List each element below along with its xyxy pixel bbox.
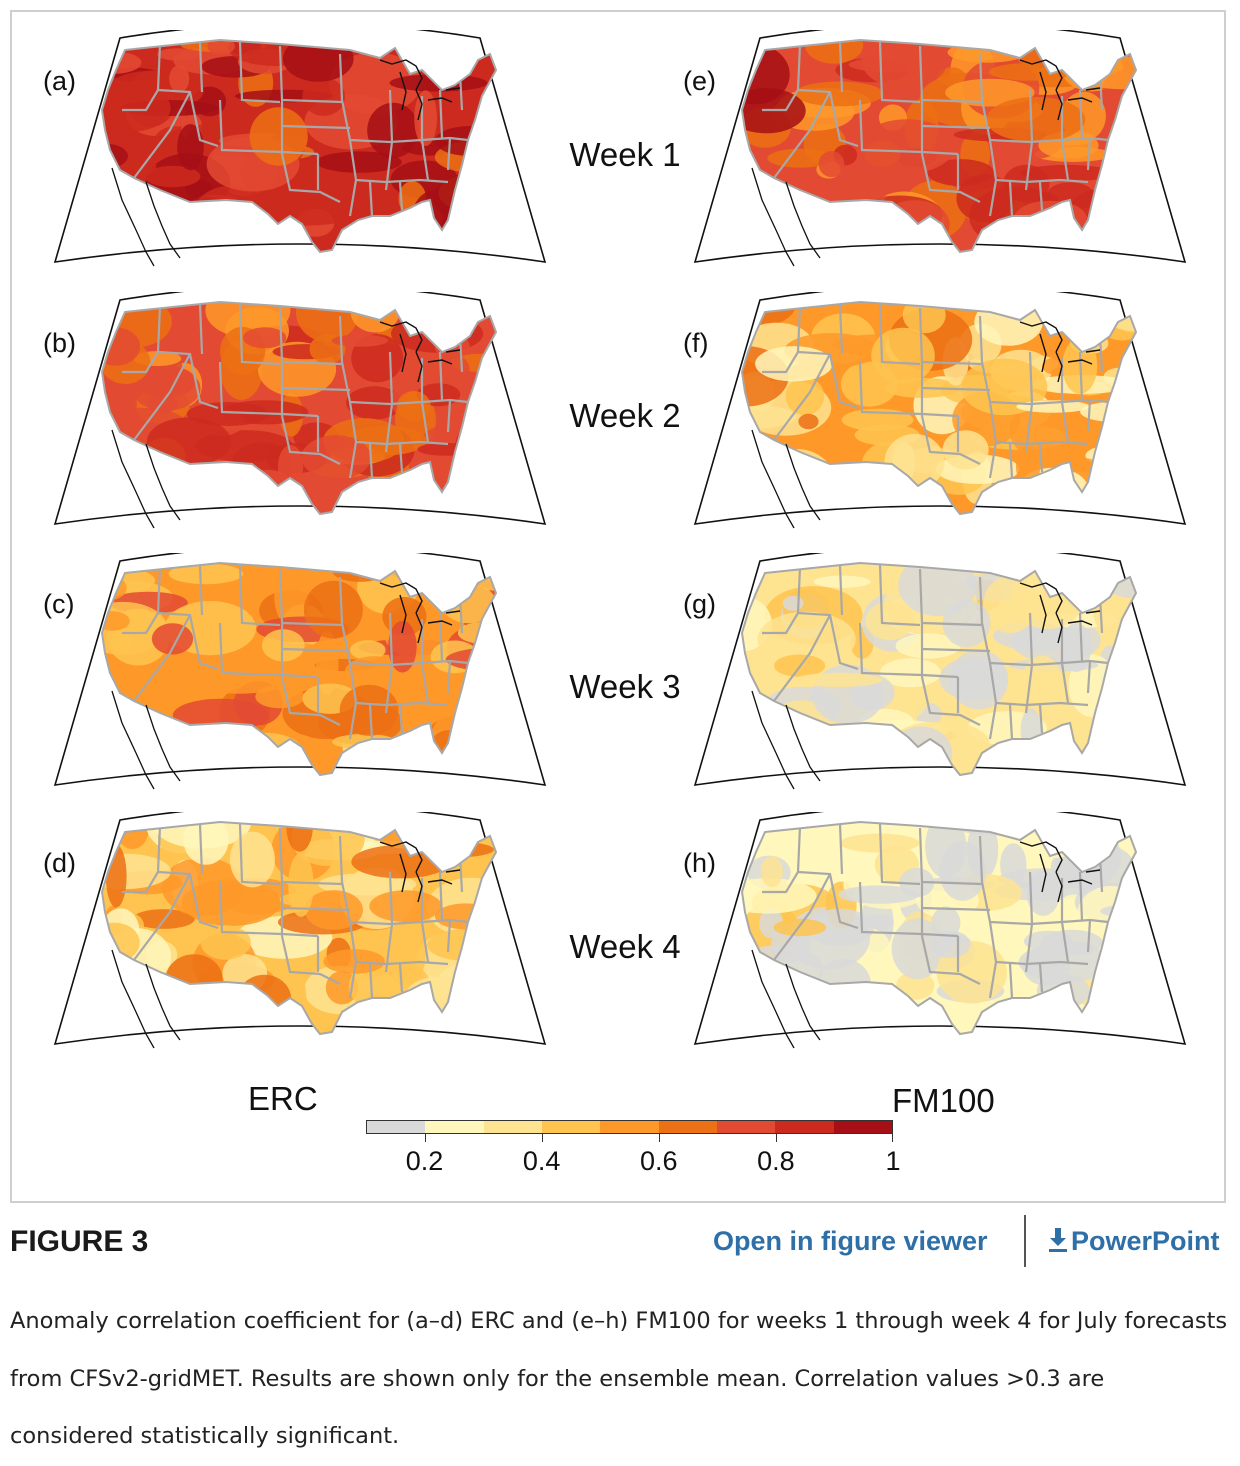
panel-label: (e) — [683, 66, 716, 96]
mexico-coastline — [111, 429, 181, 529]
erc-column-label: ERC — [248, 1080, 318, 1117]
state-boundaries — [762, 303, 1109, 479]
map-panel-c: (c) — [43, 553, 550, 793]
colorbar-tick-label: 1 — [885, 1146, 901, 1176]
map-panel-g: (g) — [683, 553, 1190, 793]
week-2-label: Week 2 — [569, 397, 681, 434]
us-outline — [100, 38, 498, 254]
state-boundaries — [762, 564, 1109, 740]
mexico-coastline — [751, 690, 821, 790]
us-outline — [100, 820, 498, 1036]
colorbar — [366, 1120, 893, 1134]
colorbar-segment — [658, 1121, 717, 1133]
colorbar-tick — [892, 1134, 893, 1142]
map-svg — [53, 553, 547, 790]
map-svg — [693, 292, 1187, 529]
colorbar-segment — [600, 1121, 659, 1133]
colorbar-tick-label: 0.8 — [757, 1146, 795, 1176]
us-outline — [100, 561, 498, 777]
panel-label: (h) — [683, 848, 716, 878]
map-panel-d: (d) — [43, 812, 550, 1052]
colorbar-segment — [775, 1121, 834, 1133]
panel-label: (a) — [43, 66, 76, 96]
colorbar-tick-labels: 0.2 0.4 0.6 0.8 1 — [366, 1146, 901, 1180]
colorbar-segment — [716, 1121, 776, 1133]
panel-label: (f) — [683, 328, 709, 358]
great-lakes-outline — [1019, 841, 1101, 903]
great-lakes-outline — [1019, 321, 1101, 383]
open-figure-viewer-link[interactable]: Open in figure viewer — [713, 1226, 988, 1256]
great-lakes-outline — [1019, 59, 1101, 121]
panel-label: (b) — [43, 328, 76, 358]
figure-title: FIGURE 3 — [10, 1225, 149, 1258]
colorbar-ticks — [366, 1134, 893, 1144]
colorbar-segment — [425, 1121, 484, 1133]
state-boundaries — [762, 41, 1109, 217]
colorbar-tick — [775, 1134, 777, 1142]
map-panel-b: (b) — [43, 292, 550, 532]
mexico-coastline — [751, 167, 821, 267]
state-boundaries — [122, 41, 469, 217]
mexico-coastline — [751, 949, 821, 1049]
state-boundaries — [122, 303, 469, 479]
map-svg — [693, 812, 1187, 1049]
colorbar-tick — [424, 1134, 426, 1142]
great-lakes-outline — [379, 321, 461, 383]
colorbar-tick — [541, 1134, 543, 1142]
panel-label: (c) — [43, 589, 75, 619]
us-outline — [740, 38, 1138, 254]
us-outline — [100, 300, 498, 516]
state-boundaries — [762, 823, 1109, 999]
fm100-column-label: FM100 — [892, 1082, 995, 1119]
powerpoint-link-label: PowerPoint — [1071, 1226, 1220, 1256]
map-panel-a: (a) — [43, 30, 550, 270]
mexico-coastline — [111, 949, 181, 1049]
map-panel-f: (f) — [683, 292, 1190, 532]
colorbar-tick-label: 0.6 — [639, 1146, 678, 1176]
week-3-label: Week 3 — [569, 668, 681, 705]
mexico-coastline — [111, 167, 181, 267]
us-outline — [740, 820, 1138, 1036]
week-1-label: Week 1 — [569, 136, 681, 173]
download-icon — [1049, 1228, 1067, 1252]
map-svg — [53, 292, 547, 529]
us-outline — [740, 561, 1138, 777]
colorbar-tick — [658, 1134, 660, 1142]
figure-caption: Anomaly correlation coefficient for (a–d… — [10, 1308, 1228, 1449]
state-boundaries — [122, 823, 469, 999]
map-panel-e: (e) — [683, 30, 1190, 270]
panel-label: (g) — [683, 589, 716, 619]
map-svg — [53, 812, 547, 1049]
colorbar-segment — [541, 1121, 601, 1133]
great-lakes-outline — [379, 59, 461, 121]
state-boundaries — [122, 564, 469, 740]
map-svg — [693, 30, 1187, 267]
map-svg — [53, 30, 547, 267]
great-lakes-outline — [379, 582, 461, 644]
colorbar-segment — [483, 1121, 542, 1133]
mexico-coastline — [111, 690, 181, 790]
powerpoint-download-link[interactable]: PowerPoint — [1047, 1226, 1220, 1257]
link-divider — [1024, 1215, 1026, 1267]
week-4-label: Week 4 — [569, 928, 681, 965]
panel-label: (d) — [43, 848, 76, 878]
colorbar-tick-label: 0.2 — [405, 1146, 444, 1176]
map-panel-h: (h) — [683, 812, 1190, 1052]
colorbar-tick-label: 0.4 — [522, 1146, 561, 1176]
mexico-coastline — [751, 429, 821, 529]
great-lakes-outline — [1019, 582, 1101, 644]
great-lakes-outline — [379, 841, 461, 903]
colorbar-segment — [833, 1121, 892, 1133]
us-outline — [740, 300, 1138, 516]
map-svg — [693, 553, 1187, 790]
colorbar-segment — [367, 1121, 426, 1133]
